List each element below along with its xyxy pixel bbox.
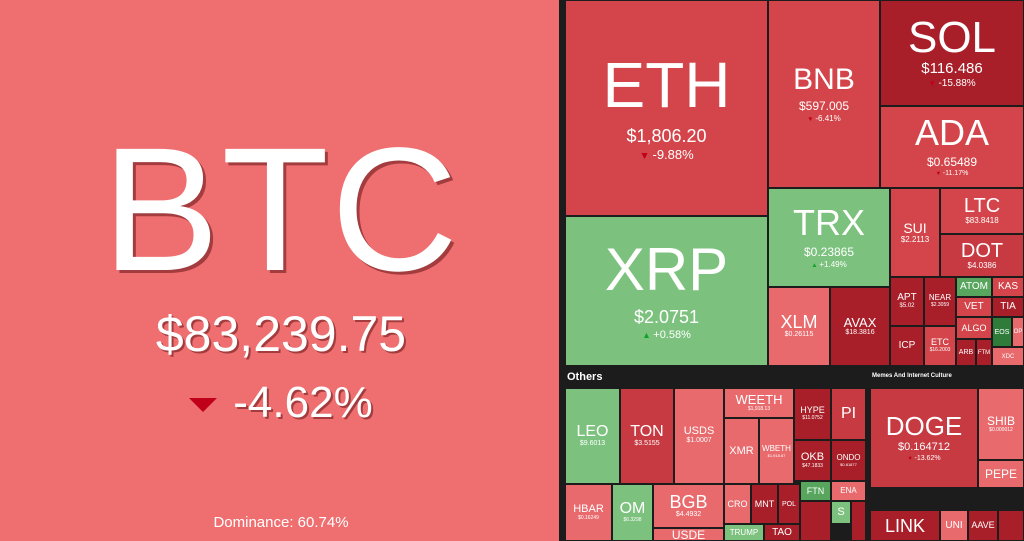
tile-dot[interactable]: DOT $4.0386: [940, 234, 1024, 277]
tile-xlm[interactable]: XLM $0.26115: [768, 287, 830, 366]
section-memes: Memes And Internet Culture: [866, 366, 1024, 388]
tile-ftn[interactable]: FTN: [800, 481, 831, 501]
tile-usds[interactable]: USDS $1.0007: [674, 388, 724, 484]
btc-change: -4.62%: [0, 378, 562, 428]
tile-apt[interactable]: APT $5.02: [890, 277, 924, 326]
tile-algo[interactable]: ALGO: [956, 317, 992, 339]
tile-leo[interactable]: LEO $9.6013: [565, 388, 620, 484]
tile-hype[interactable]: HYPE $11.0752: [794, 388, 831, 440]
tile-ltc[interactable]: LTC $83.8418: [940, 188, 1024, 234]
tile-aave[interactable]: AAVE: [968, 510, 998, 541]
tile-etc[interactable]: ETC $16.2003: [924, 326, 956, 366]
tile-xmr[interactable]: XMR: [724, 418, 759, 484]
tile-shib[interactable]: SHIB $0.000012: [978, 388, 1024, 460]
tile-doge[interactable]: DOGE $0.164712 -13.62%: [870, 388, 978, 488]
btc-dominance: Dominance: 60.74%: [213, 514, 349, 531]
tile-pepe[interactable]: PEPE: [978, 460, 1024, 488]
tile-eth[interactable]: ETH $1,806.20 -9.88%: [565, 0, 768, 216]
tile-ena[interactable]: ENA: [831, 481, 866, 501]
tile-ton[interactable]: TON $3.5155: [620, 388, 674, 484]
tile-xdc[interactable]: XDC: [992, 347, 1024, 366]
btc-symbol: BTC: [102, 112, 460, 308]
tile-misc-2[interactable]: [851, 501, 866, 541]
tile-uni[interactable]: UNI: [940, 510, 968, 541]
tile-near[interactable]: NEAR $2.3059: [924, 277, 956, 326]
tile-okb[interactable]: OKB $47.1833: [794, 440, 831, 481]
tile-bnb[interactable]: BNB $597.005 -6.41%: [768, 0, 880, 188]
tile-link[interactable]: LINK: [870, 510, 940, 541]
tile-ada[interactable]: ADA $0.65489 -11.17%: [880, 106, 1024, 188]
tile-ftm[interactable]: FTM: [976, 339, 992, 366]
tile-trump[interactable]: TRUMP: [724, 524, 764, 541]
tile-misc-1[interactable]: [800, 501, 831, 541]
section-others: Others: [565, 366, 866, 388]
tile-atom[interactable]: ATOM: [956, 277, 992, 297]
tile-pol[interactable]: POL: [778, 484, 800, 524]
tile-trx[interactable]: TRX $0.23865 +1.49%: [768, 188, 890, 287]
tile-xrp[interactable]: XRP $2.0751 +0.58%: [565, 216, 768, 366]
tile-s[interactable]: S: [831, 501, 851, 524]
tile-hbar[interactable]: HBAR $0.16249: [565, 484, 612, 541]
tile-cro[interactable]: CRO: [724, 484, 751, 524]
tile-usde[interactable]: USDE: [653, 528, 724, 541]
tile-avax[interactable]: AVAX $18.3816: [830, 287, 890, 366]
down-triangle-icon: [189, 398, 218, 413]
tile-wbeth[interactable]: WBETH $1,918.67: [759, 418, 794, 484]
tile-sui[interactable]: SUI $2.2113: [890, 188, 940, 277]
tile-op[interactable]: OP: [1012, 317, 1024, 347]
tile-icp[interactable]: ICP: [890, 326, 924, 366]
tile-tao[interactable]: TAO: [764, 524, 800, 541]
tile-mnt[interactable]: MNT: [751, 484, 778, 524]
tile-tia[interactable]: TIA: [992, 297, 1024, 317]
tile-kas[interactable]: KAS: [992, 277, 1024, 297]
tile-vet[interactable]: VET: [956, 297, 992, 317]
tile-misc-3[interactable]: [998, 510, 1024, 541]
btc-tile[interactable]: BTC $83,239.75 -4.62% Dominance: 60.74%: [0, 0, 562, 541]
btc-price: $83,239.75: [155, 306, 407, 362]
tile-arb[interactable]: ARB: [956, 339, 976, 366]
tile-sol[interactable]: SOL $116.486 -15.88%: [880, 0, 1024, 106]
tile-eos[interactable]: EOS: [992, 317, 1012, 347]
tile-weeth[interactable]: WEETH $1,918.13: [724, 388, 794, 418]
tile-ondo[interactable]: ONDO $0.81877: [831, 440, 866, 481]
tile-om[interactable]: OM $6.3298: [612, 484, 653, 541]
tile-bgb[interactable]: BGB $4.4932: [653, 484, 724, 528]
tile-pi[interactable]: PI: [831, 388, 866, 440]
